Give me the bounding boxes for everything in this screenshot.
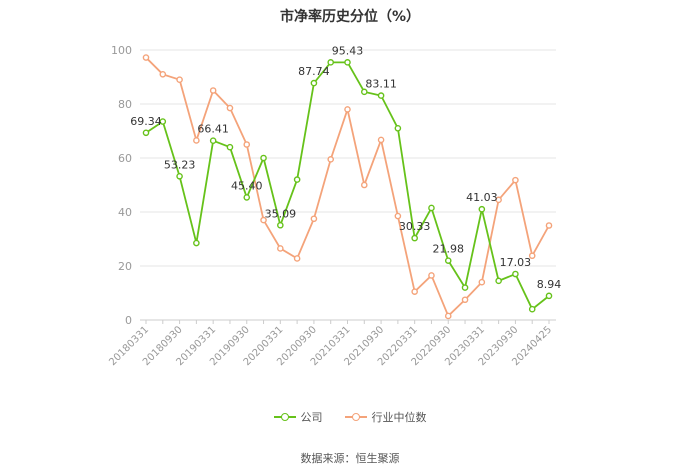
legend-item-industry[interactable]: 行业中位数	[344, 409, 427, 425]
chart-title: 市净率历史分位（%）	[279, 9, 421, 25]
data-point	[512, 176, 519, 184]
data-label: 21.98	[433, 243, 465, 256]
data-point	[243, 194, 251, 201]
data-point	[495, 196, 502, 204]
data-point	[277, 221, 284, 229]
data-point	[159, 118, 167, 125]
data-point	[293, 255, 301, 262]
legend-swatch-company	[273, 412, 296, 422]
data-point	[344, 106, 351, 113]
data-label: 83.11	[365, 78, 397, 91]
data-point	[193, 239, 200, 247]
data-point	[360, 181, 368, 189]
source-note: 数据来源：恒生聚源	[300, 452, 400, 465]
data-point	[209, 87, 217, 94]
data-point	[176, 76, 183, 83]
legend-swatch-industry	[344, 412, 367, 422]
data-point	[444, 312, 452, 320]
y-tick-label: 40	[118, 206, 132, 219]
y-tick-label: 0	[125, 314, 132, 327]
data-point	[545, 292, 553, 300]
data-point	[260, 154, 267, 162]
data-point	[528, 252, 536, 260]
data-label: 17.03	[500, 256, 532, 269]
legend-label-company: 公司	[300, 411, 323, 424]
data-point	[394, 125, 402, 132]
data-point	[243, 141, 251, 148]
data-point	[495, 277, 502, 285]
data-point	[277, 245, 284, 252]
data-point	[344, 59, 351, 66]
data-label: 95.43	[332, 44, 364, 57]
data-point	[377, 136, 385, 144]
data-label: 45.40	[231, 179, 263, 192]
data-point	[428, 272, 435, 279]
y-tick-label: 60	[118, 152, 132, 165]
data-point	[411, 234, 418, 242]
data-label: 30.33	[399, 220, 431, 233]
data-label: 8.94	[537, 278, 562, 291]
data-point	[461, 296, 469, 304]
y-tick-label: 100	[111, 44, 132, 57]
data-point	[444, 257, 452, 264]
data-label: 87.74	[298, 65, 330, 78]
data-point	[327, 59, 335, 66]
data-point	[310, 215, 318, 223]
data-label: 35.09	[265, 207, 297, 220]
data-label: 69.34	[130, 115, 162, 128]
data-point	[512, 270, 519, 278]
data-label: 66.41	[197, 123, 229, 136]
data-point	[478, 205, 486, 213]
legend-label-industry: 行业中位数	[371, 411, 427, 424]
data-point	[176, 172, 183, 180]
legend: 公司 行业中位数	[0, 409, 700, 425]
data-point	[528, 305, 536, 313]
y-tick-label: 20	[118, 260, 132, 273]
data-point	[260, 216, 267, 224]
y-tick-label: 80	[118, 98, 132, 111]
data-label: 41.03	[466, 191, 498, 204]
data-point	[142, 129, 150, 137]
data-point	[226, 143, 234, 151]
data-point	[428, 204, 435, 212]
series-line-0	[145, 61, 550, 311]
data-point	[411, 288, 418, 295]
data-point	[193, 137, 200, 144]
data-point	[293, 176, 301, 183]
data-point	[209, 137, 217, 144]
data-point	[142, 54, 150, 61]
data-point	[478, 278, 486, 286]
data-point	[226, 104, 234, 112]
data-point	[545, 222, 553, 229]
data-point	[394, 212, 402, 220]
data-point	[159, 71, 167, 78]
data-point	[360, 88, 368, 96]
data-point	[377, 92, 385, 99]
data-label: 53.23	[164, 158, 196, 171]
data-point	[461, 284, 469, 291]
data-point	[327, 156, 335, 163]
data-point	[310, 79, 318, 87]
legend-item-company[interactable]: 公司	[273, 409, 323, 425]
